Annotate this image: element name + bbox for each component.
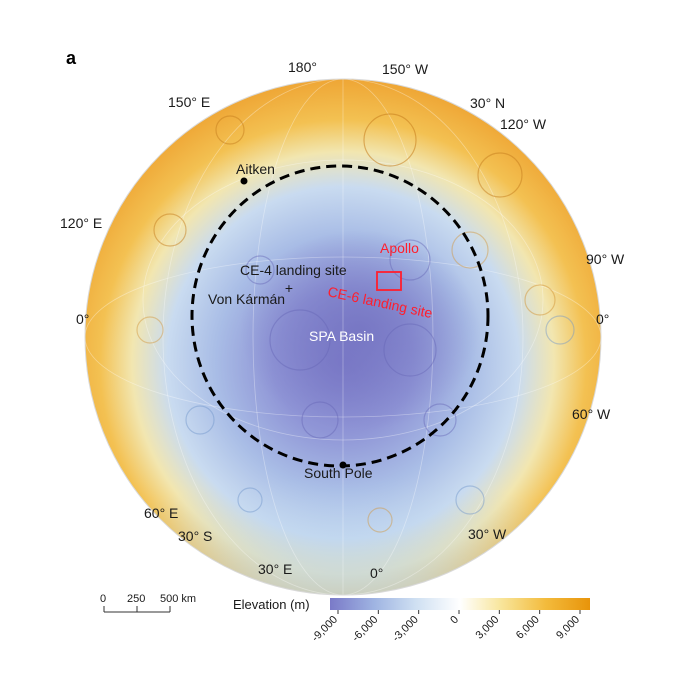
label-zero-left: 0°	[76, 311, 89, 327]
label-lon-120w: 120° W	[500, 116, 547, 132]
label-lon-180: 180°	[288, 59, 317, 75]
label-lon-120e: 120° E	[60, 215, 102, 231]
legend-tick-label: -9,000	[310, 614, 341, 645]
legend-colorbar	[330, 598, 590, 610]
label-lat-30s: 30° S	[178, 528, 212, 544]
label-lon-60e: 60° E	[144, 505, 178, 521]
label-zero-bottom: 0°	[370, 565, 383, 581]
legend-tick-label: 3,000	[474, 614, 502, 642]
elevation-legend: Elevation (m) -9,000 -6,000 -3,000 0 3,000 6,…	[233, 597, 590, 644]
label-lon-90w: 90° W	[586, 251, 625, 267]
ce6-landing-box	[376, 271, 402, 291]
panel-label: a	[66, 48, 77, 68]
label-lon-150e: 150° E	[168, 94, 210, 110]
label-south-pole: South Pole	[304, 465, 373, 481]
scale-tick-500: 500 km	[160, 593, 196, 605]
label-lon-150w: 150° W	[382, 61, 429, 77]
label-apollo: Apollo	[380, 240, 419, 256]
coordinate-labels: 180° 150° W 150° E 30° N 120° W 120° E 9…	[60, 59, 625, 581]
label-ce4-landing-site: CE-4 landing site	[240, 262, 347, 278]
label-zero-right: 0°	[596, 311, 609, 327]
scale-tick-0: 0	[100, 593, 106, 605]
label-spa-basin: SPA Basin	[309, 328, 374, 344]
label-lon-60w: 60° W	[572, 406, 611, 422]
south-pole-marker	[339, 461, 347, 469]
legend-title: Elevation (m)	[233, 597, 310, 612]
label-lat-30n: 30° N	[470, 95, 505, 111]
label-von-karman: Von Kármán	[208, 291, 285, 307]
label-aitken: Aitken	[236, 161, 275, 177]
label-lon-30e: 30° E	[258, 561, 292, 577]
von-karman-marker: +	[285, 280, 293, 296]
legend-tick-label: 0	[448, 614, 461, 627]
graticule	[85, 79, 601, 595]
legend-tick-label: 6,000	[514, 614, 542, 642]
moon-globe	[84, 78, 602, 596]
legend-tick-label: -3,000	[390, 614, 421, 645]
aitken-marker	[240, 177, 248, 185]
scale-bar: 0 250 500 km	[100, 593, 196, 613]
label-lon-30w: 30° W	[468, 526, 507, 542]
legend-tick-label: 9,000	[554, 614, 582, 642]
crater-texture	[136, 113, 575, 533]
scale-tick-250: 250	[127, 593, 145, 605]
legend-tick-label: -6,000	[350, 614, 381, 645]
